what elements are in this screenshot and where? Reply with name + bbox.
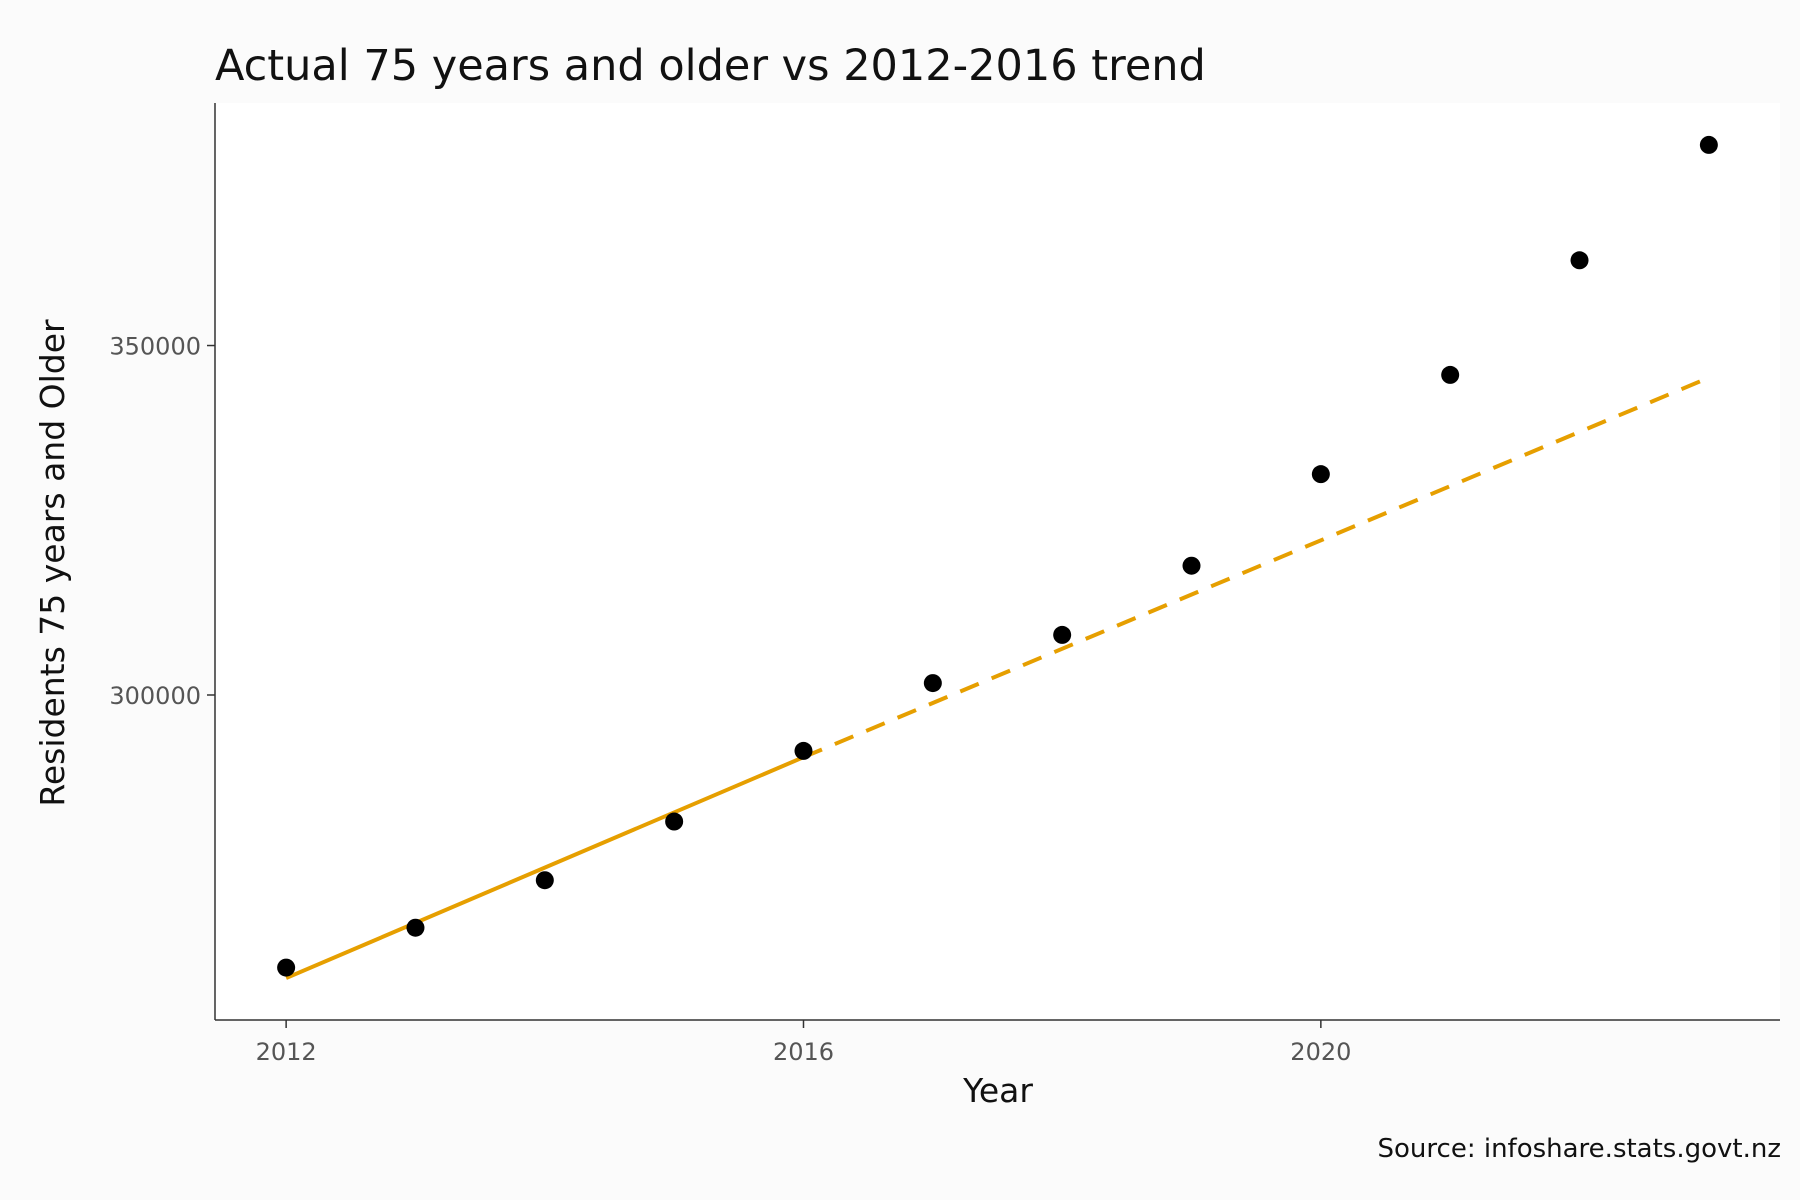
x-tick-label: 2020 bbox=[1290, 1038, 1351, 1066]
y-tick-label: 350000 bbox=[109, 333, 201, 361]
chart-title: Actual 75 years and older vs 2012-2016 t… bbox=[215, 41, 1206, 91]
data-point bbox=[1699, 135, 1718, 154]
data-point bbox=[665, 812, 684, 831]
x-tick-label: 2016 bbox=[773, 1038, 834, 1066]
trend-fit-line bbox=[285, 755, 805, 980]
data-point bbox=[1182, 556, 1201, 575]
x-tick-label: 2012 bbox=[256, 1038, 317, 1066]
y-tick-label: 300000 bbox=[109, 682, 201, 710]
data-point bbox=[923, 674, 942, 693]
plot-area: 2012 2016 2020 300000 350000 bbox=[109, 103, 1780, 1066]
data-point bbox=[1570, 251, 1589, 270]
trend-projection-line bbox=[802, 375, 1710, 760]
data-point bbox=[277, 958, 296, 977]
data-point bbox=[1053, 625, 1072, 644]
plot-background bbox=[215, 103, 1780, 1020]
data-point bbox=[1441, 365, 1460, 384]
data-point bbox=[535, 871, 554, 890]
data-point bbox=[794, 741, 813, 760]
source-caption: Source: infoshare.stats.govt.nz bbox=[1378, 1134, 1781, 1164]
x-axis-title: Year bbox=[962, 1071, 1033, 1110]
data-point bbox=[1311, 465, 1330, 484]
y-axis-title: Residents 75 years and Older bbox=[33, 319, 72, 807]
data-point bbox=[406, 918, 425, 937]
